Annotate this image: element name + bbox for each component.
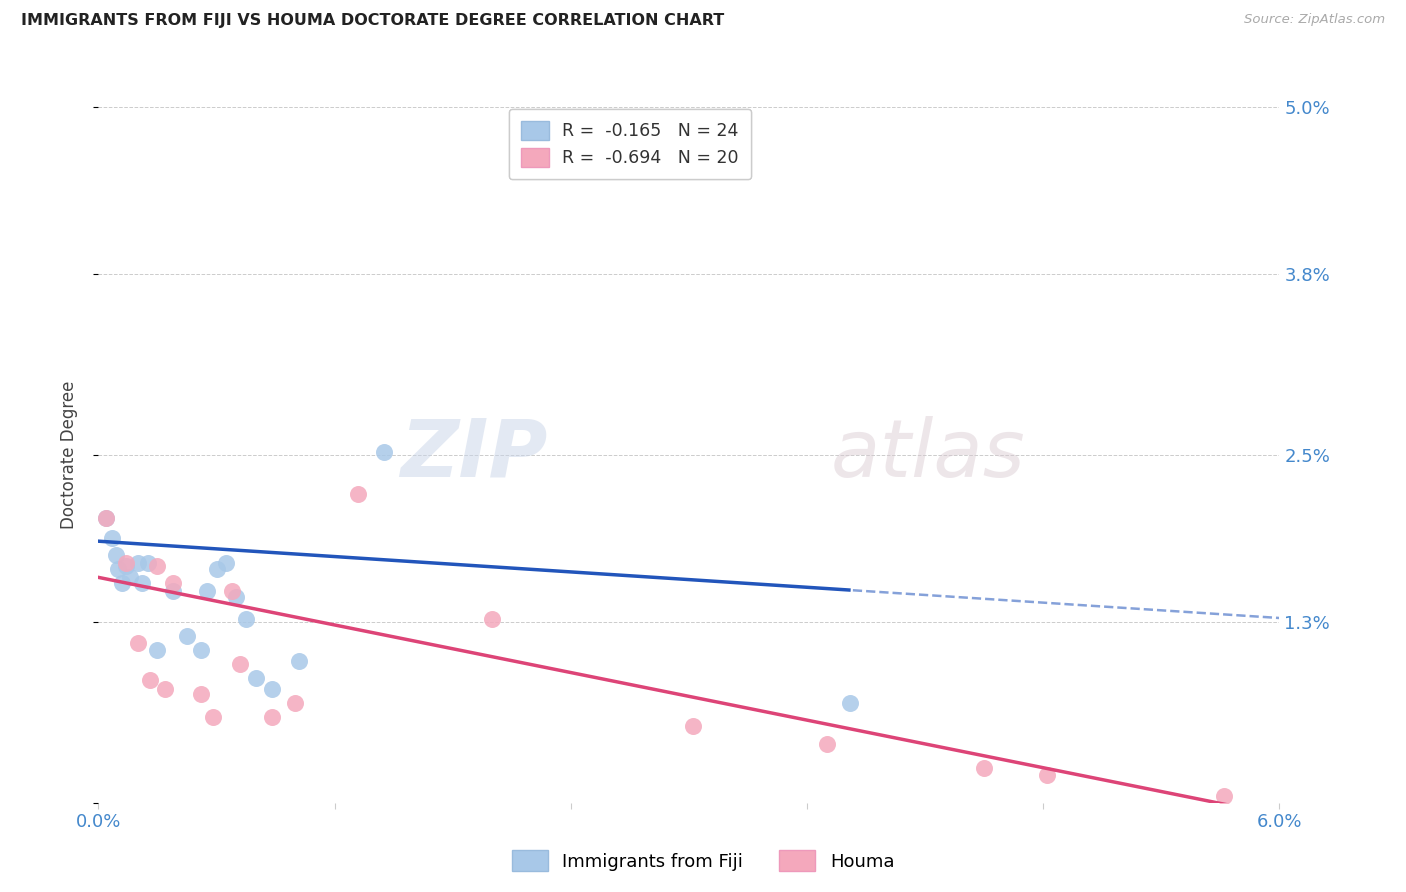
Point bbox=[162, 576, 184, 591]
Point bbox=[176, 629, 198, 643]
Y-axis label: Doctorate Degree: Doctorate Degree bbox=[59, 381, 77, 529]
Point bbox=[682, 719, 704, 733]
Point bbox=[96, 510, 118, 524]
Point bbox=[225, 590, 247, 604]
Point bbox=[1213, 789, 1236, 803]
Point bbox=[1036, 768, 1059, 782]
Point bbox=[260, 681, 283, 696]
Point bbox=[229, 657, 252, 671]
Point bbox=[347, 487, 370, 501]
Point bbox=[136, 557, 159, 571]
Point bbox=[481, 612, 503, 626]
Text: ZIP: ZIP bbox=[399, 416, 547, 494]
Point bbox=[205, 562, 228, 576]
Text: atlas: atlas bbox=[831, 416, 1025, 494]
Point bbox=[373, 445, 395, 459]
Point bbox=[839, 696, 862, 710]
Point bbox=[288, 654, 311, 668]
Point bbox=[96, 510, 118, 524]
Point bbox=[131, 576, 153, 591]
Point bbox=[284, 696, 307, 710]
Point bbox=[195, 584, 218, 599]
Point bbox=[146, 559, 169, 574]
Text: IMMIGRANTS FROM FIJI VS HOUMA DOCTORATE DEGREE CORRELATION CHART: IMMIGRANTS FROM FIJI VS HOUMA DOCTORATE … bbox=[21, 13, 724, 29]
Point bbox=[127, 557, 149, 571]
Point bbox=[260, 709, 283, 723]
Point bbox=[190, 687, 212, 701]
Point bbox=[127, 636, 149, 650]
Point bbox=[235, 612, 257, 626]
Point bbox=[215, 557, 238, 571]
Point bbox=[155, 681, 177, 696]
Point bbox=[115, 559, 138, 574]
Point bbox=[201, 709, 224, 723]
Point bbox=[101, 532, 124, 546]
Point bbox=[146, 642, 169, 657]
Point bbox=[107, 562, 129, 576]
Point bbox=[190, 642, 212, 657]
Point bbox=[105, 548, 128, 562]
Point bbox=[138, 673, 160, 688]
Point bbox=[111, 576, 134, 591]
Point bbox=[118, 570, 141, 584]
Point bbox=[162, 584, 184, 599]
Point bbox=[815, 737, 838, 751]
Point bbox=[221, 584, 243, 599]
Text: Source: ZipAtlas.com: Source: ZipAtlas.com bbox=[1244, 13, 1385, 27]
Legend: Immigrants from Fiji, Houma: Immigrants from Fiji, Houma bbox=[505, 843, 901, 879]
Point bbox=[973, 761, 995, 775]
Legend: R =  -0.165   N = 24, R =  -0.694   N = 20: R = -0.165 N = 24, R = -0.694 N = 20 bbox=[509, 109, 751, 179]
Point bbox=[245, 671, 267, 685]
Point bbox=[115, 557, 138, 571]
